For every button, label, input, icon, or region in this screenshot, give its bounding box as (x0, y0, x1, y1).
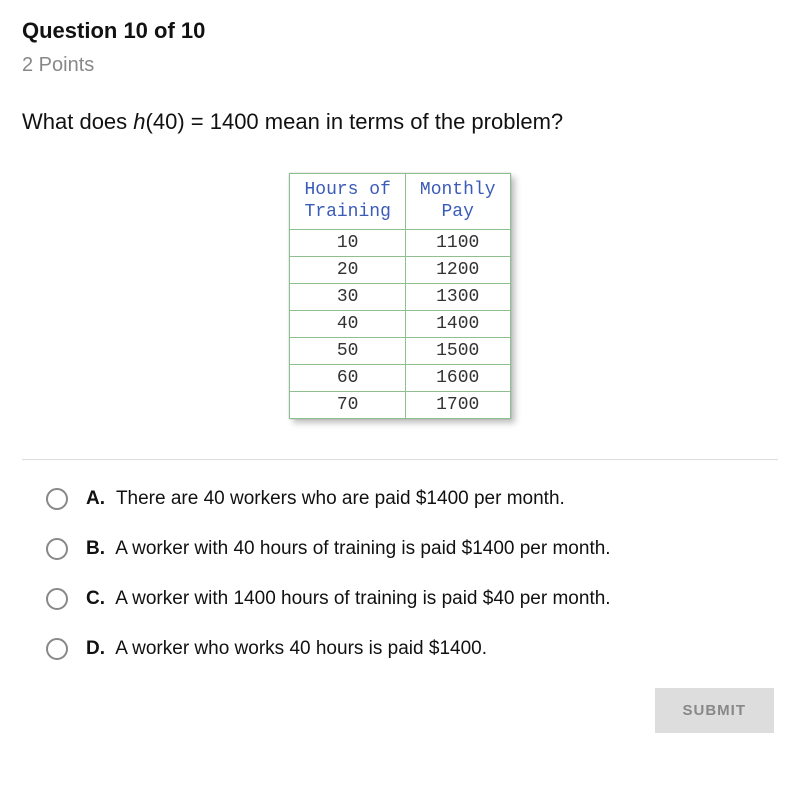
col-pay-header-l1: Monthly (420, 180, 496, 200)
col-pay-header-l2: Pay (442, 202, 474, 222)
prompt-argument: (40) = 1400 (146, 109, 259, 134)
table-row: 201200 (290, 257, 510, 284)
cell-hours: 30 (290, 284, 405, 311)
table-body: 101100 201200 301300 401400 501500 60160… (290, 230, 510, 419)
points-label: 2 Points (22, 54, 778, 77)
cell-hours: 50 (290, 338, 405, 365)
training-pay-table: Hours of Training Monthly Pay 101100 201… (289, 173, 510, 419)
submit-button[interactable]: SUBMIT (655, 688, 775, 733)
prompt-function: h (133, 109, 145, 134)
option-text: A. There are 40 workers who are paid $14… (86, 488, 565, 510)
prompt-suffix: mean in terms of the problem? (259, 109, 563, 134)
option-letter: C. (86, 588, 105, 609)
option-text: C. A worker with 1400 hours of training … (86, 588, 611, 610)
col-hours-header-l2: Training (304, 202, 390, 222)
cell-pay: 1300 (405, 284, 510, 311)
cell-hours: 70 (290, 392, 405, 419)
cell-hours: 60 (290, 365, 405, 392)
cell-pay: 1400 (405, 311, 510, 338)
table-row: 301300 (290, 284, 510, 311)
cell-pay: 1100 (405, 230, 510, 257)
table-row: 101100 (290, 230, 510, 257)
col-hours-header: Hours of Training (290, 174, 405, 230)
data-table-container: Hours of Training Monthly Pay 101100 201… (22, 173, 778, 419)
submit-container: SUBMIT (22, 688, 778, 733)
cell-hours: 10 (290, 230, 405, 257)
table-row: 501500 (290, 338, 510, 365)
cell-pay: 1600 (405, 365, 510, 392)
option-label: A worker who works 40 hours is paid $140… (115, 638, 487, 659)
option-letter: D. (86, 638, 105, 659)
option-text: B. A worker with 40 hours of training is… (86, 538, 611, 560)
option-label: A worker with 1400 hours of training is … (115, 588, 610, 609)
cell-pay: 1700 (405, 392, 510, 419)
table-row: 601600 (290, 365, 510, 392)
section-divider (22, 459, 778, 460)
option-c[interactable]: C. A worker with 1400 hours of training … (46, 588, 778, 610)
option-label: A worker with 40 hours of training is pa… (115, 538, 610, 559)
option-label: There are 40 workers who are paid $1400 … (116, 488, 565, 509)
question-prompt: What does h(40) = 1400 mean in terms of … (22, 109, 778, 135)
table-row: 401400 (290, 311, 510, 338)
option-text: D. A worker who works 40 hours is paid $… (86, 638, 487, 660)
option-a[interactable]: A. There are 40 workers who are paid $14… (46, 488, 778, 510)
cell-pay: 1500 (405, 338, 510, 365)
table-row: 701700 (290, 392, 510, 419)
question-number: Question 10 of 10 (22, 18, 778, 44)
prompt-prefix: What does (22, 109, 133, 134)
table-header-row: Hours of Training Monthly Pay (290, 174, 510, 230)
option-letter: A. (86, 488, 105, 509)
radio-icon[interactable] (46, 588, 68, 610)
col-hours-header-l1: Hours of (304, 180, 390, 200)
cell-hours: 40 (290, 311, 405, 338)
radio-icon[interactable] (46, 538, 68, 560)
option-d[interactable]: D. A worker who works 40 hours is paid $… (46, 638, 778, 660)
radio-icon[interactable] (46, 488, 68, 510)
answer-options: A. There are 40 workers who are paid $14… (22, 488, 778, 660)
cell-pay: 1200 (405, 257, 510, 284)
option-letter: B. (86, 538, 105, 559)
col-pay-header: Monthly Pay (405, 174, 510, 230)
radio-icon[interactable] (46, 638, 68, 660)
cell-hours: 20 (290, 257, 405, 284)
option-b[interactable]: B. A worker with 40 hours of training is… (46, 538, 778, 560)
